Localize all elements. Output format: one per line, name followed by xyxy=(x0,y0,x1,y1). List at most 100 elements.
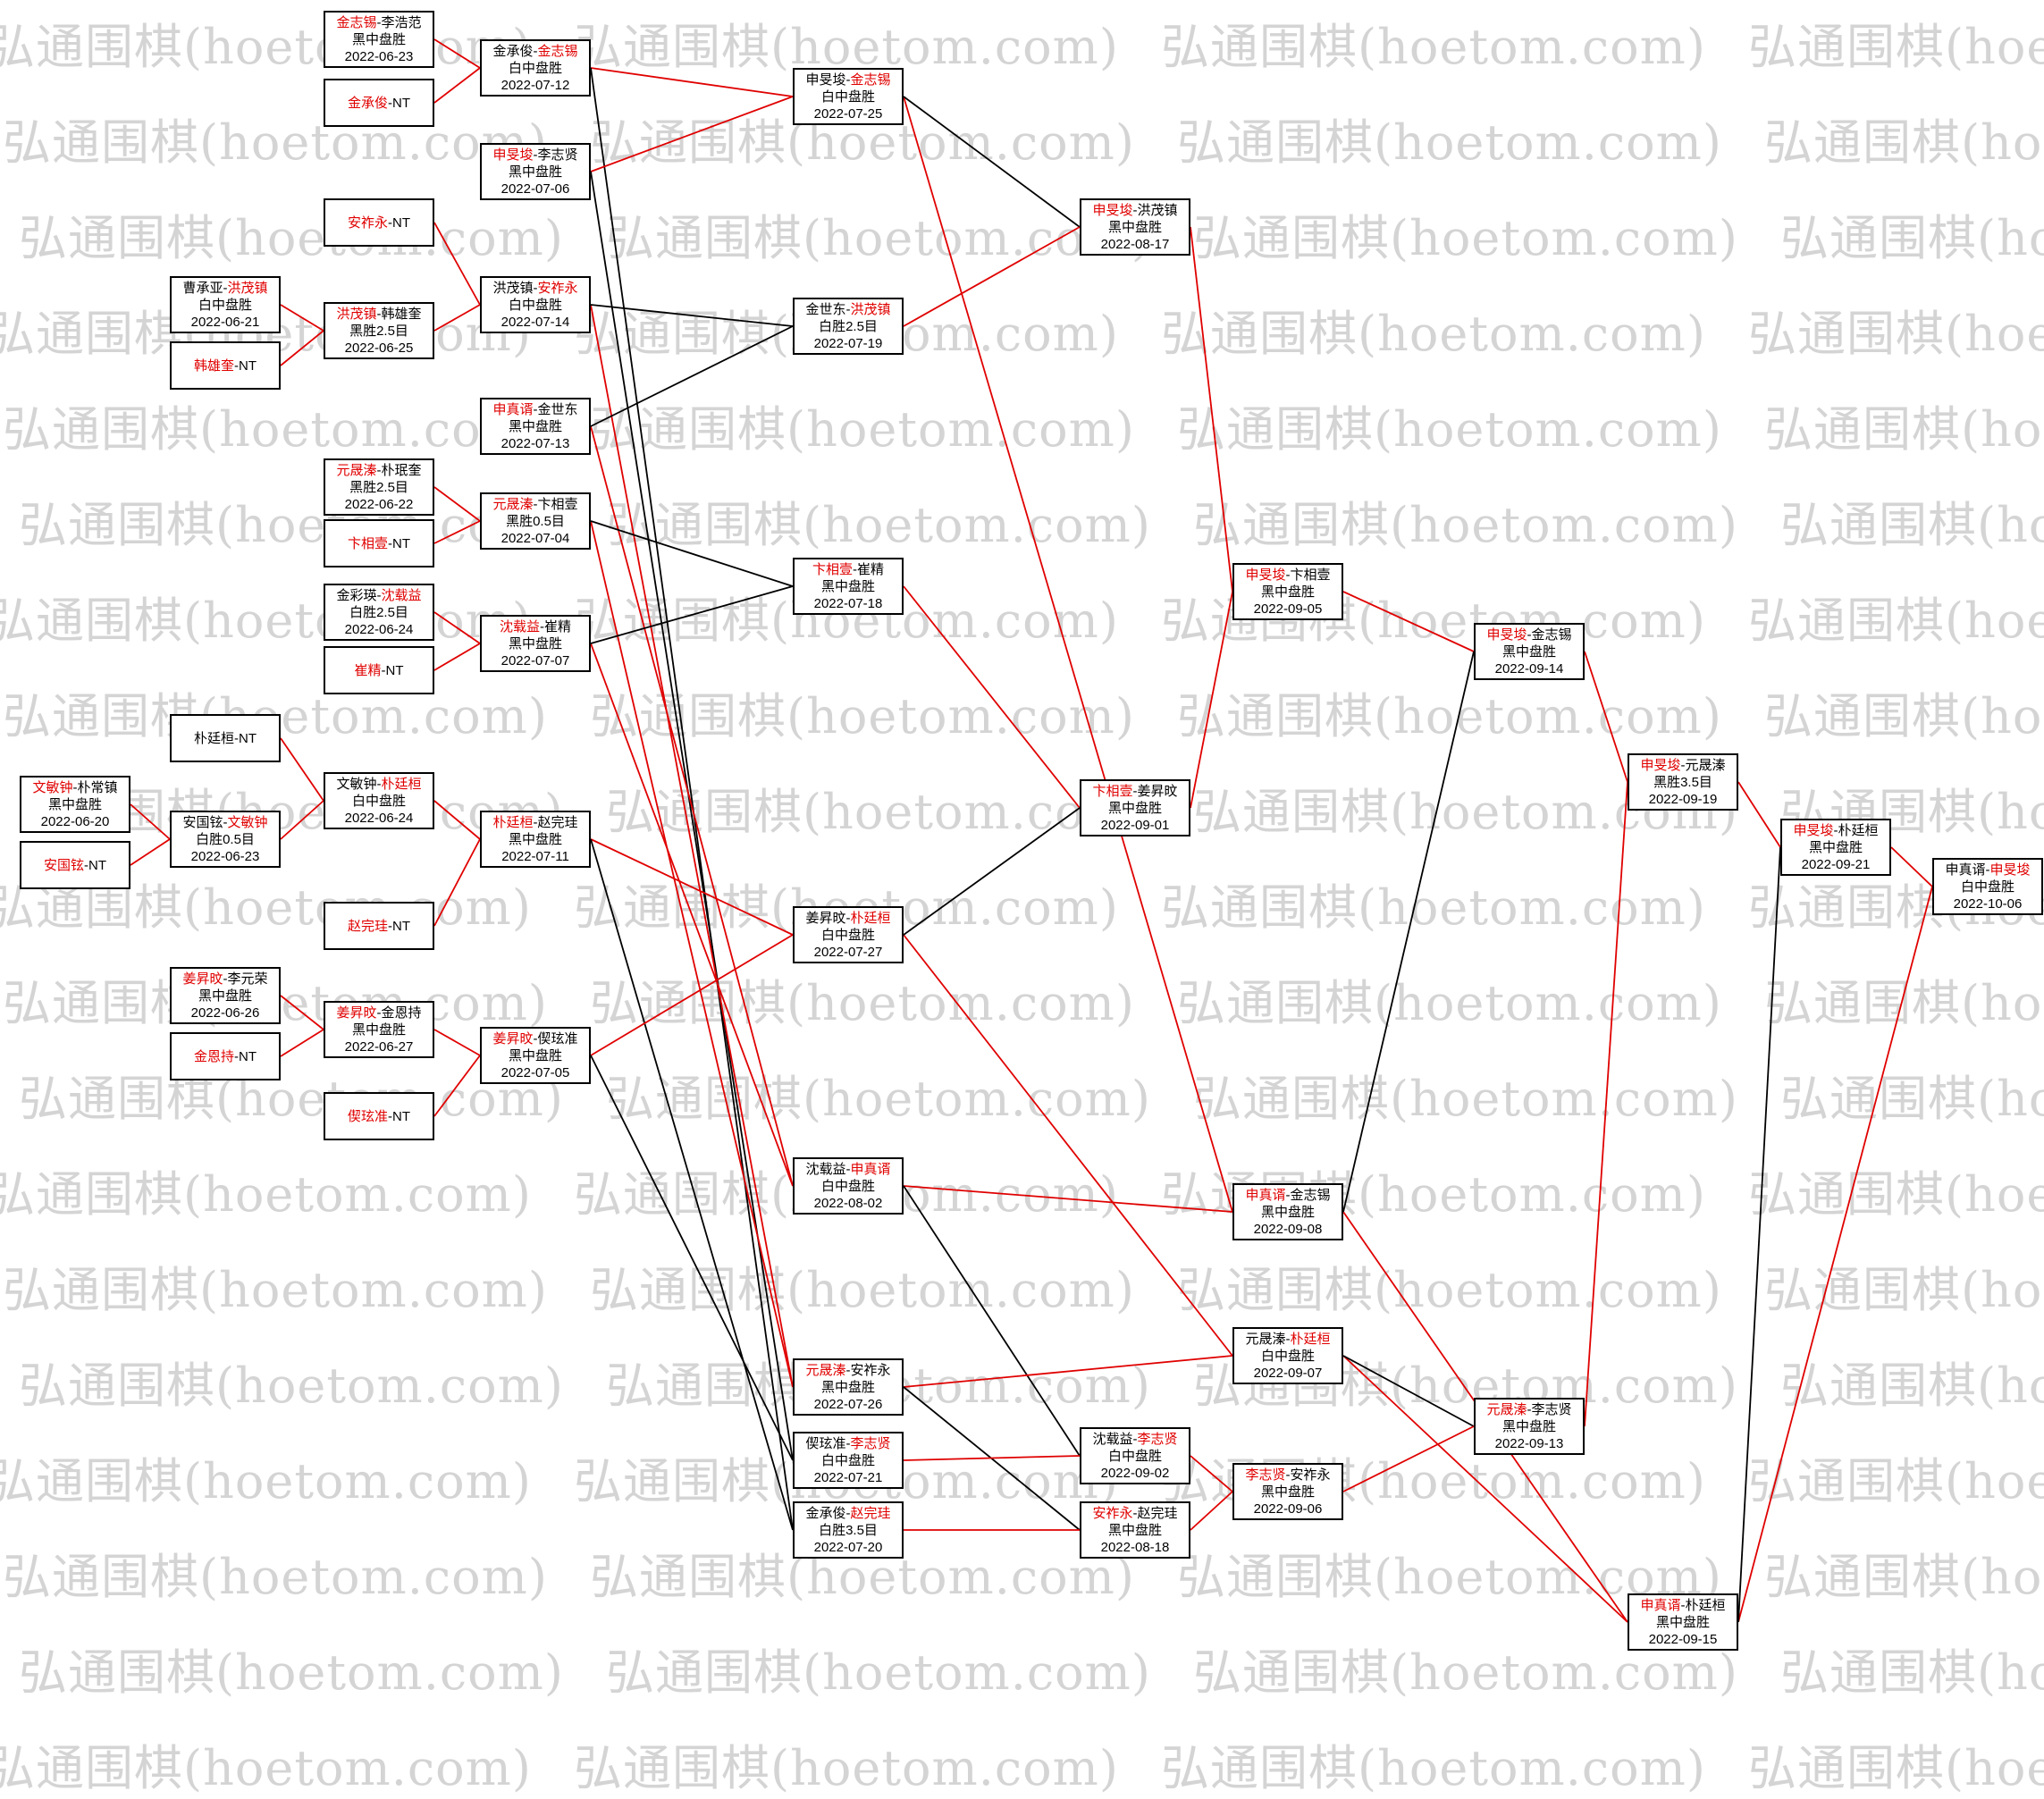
name-separator: - xyxy=(533,1030,538,1047)
player2-name: 金志锡 xyxy=(1290,1187,1331,1203)
match-box[interactable]: 朴廷桓-赵完珪 黑中盘胜 2022-07-11 xyxy=(480,811,591,868)
player2-name: 李元荣 xyxy=(227,971,268,987)
match-result: 黑中盘胜 xyxy=(1808,839,1863,855)
match-box[interactable]: 洪茂镇-韩雄奎 黑胜2.5目 2022-06-25 xyxy=(324,302,434,359)
match-box[interactable]: 金志锡-李浩范 黑中盘胜 2022-06-23 xyxy=(324,11,434,68)
watermark-text: 弘通围棋(hoetom.com) xyxy=(1748,593,2044,649)
match-box[interactable]: 文敏钟-朴常镇 黑中盘胜 2022-06-20 xyxy=(20,776,130,833)
match-box[interactable]: 元晟溱-朴廷桓 白中盘胜 2022-09-07 xyxy=(1232,1327,1343,1384)
name-separator: - xyxy=(845,1435,851,1451)
player1-name: 安国铉 xyxy=(43,857,84,873)
player1-name: 元晟溱 xyxy=(1245,1331,1286,1347)
player2-name: 朴廷桓 xyxy=(381,776,422,792)
players-label: 文敏钟-朴常镇 xyxy=(32,779,117,796)
loser-path-line xyxy=(1342,1355,1475,1427)
match-box[interactable]: 姜昇旼-朴廷桓 白中盘胜 2022-07-27 xyxy=(793,906,904,963)
match-result: 白中盘胜 xyxy=(351,793,406,809)
match-box[interactable]: 申旻埈-金志锡 黑中盘胜 2022-09-14 xyxy=(1474,623,1585,680)
watermark-text: 弘通围棋(hoetom.com) xyxy=(3,1262,548,1318)
loser-path-line xyxy=(1737,846,1781,1623)
match-box[interactable]: 申真谞-金世东 黑中盘胜 2022-07-13 xyxy=(480,398,591,455)
bye-box: 安国铉-NT xyxy=(20,841,130,889)
watermark-text: 弘通围棋(hoetom.com) xyxy=(606,1071,1151,1127)
match-box[interactable]: 元晟溱-朴珉奎 黑胜2.5目 2022-06-22 xyxy=(324,458,434,516)
match-box[interactable]: 元晟溱-卞相壹 黑胜0.5目 2022-07-04 xyxy=(480,492,591,550)
match-box[interactable]: 沈载益-申真谞 白中盘胜 2022-08-02 xyxy=(793,1157,904,1215)
match-box[interactable]: 金承俊-金志锡 白中盘胜 2022-07-12 xyxy=(480,39,591,97)
match-box[interactable]: 申真谞-金志锡 黑中盘胜 2022-09-08 xyxy=(1232,1183,1343,1240)
match-box[interactable]: 安国铉-文敏钟 白胜0.5目 2022-06-23 xyxy=(170,811,281,868)
match-date: 2022-07-05 xyxy=(500,1064,570,1080)
match-result: 黑胜2.5目 xyxy=(349,323,408,339)
match-date: 2022-09-08 xyxy=(1253,1221,1323,1237)
player2-name: NT xyxy=(392,1108,410,1124)
match-box[interactable]: 申旻埈-卞相壹 黑中盘胜 2022-09-05 xyxy=(1232,563,1343,620)
players-label: 金承俊-金志锡 xyxy=(492,43,577,60)
match-box[interactable]: 曹承亚-洪茂镇 白中盘胜 2022-06-21 xyxy=(170,276,281,333)
match-box[interactable]: 金彩瑛-沈载益 白胜2.5目 2022-06-24 xyxy=(324,584,434,641)
loser-path-line xyxy=(903,807,1081,936)
watermark-text: 弘通围棋(hoetom.com) xyxy=(19,1644,564,1701)
winner-path-line xyxy=(903,585,1081,809)
loser-path-line xyxy=(590,585,794,644)
match-result: 白中盘胜 xyxy=(508,297,562,313)
match-result: 白胜2.5目 xyxy=(819,318,878,334)
match-box[interactable]: 卞相壹-姜昇旼 黑中盘胜 2022-09-01 xyxy=(1080,779,1190,836)
bracket-connector-lines xyxy=(130,38,1933,1623)
match-box[interactable]: 金世东-洪茂镇 白胜2.5目 2022-07-19 xyxy=(793,298,904,355)
watermark-text: 弘通围棋(hoetom.com) xyxy=(3,114,548,171)
match-box[interactable]: 元晟溱-李志贤 黑中盘胜 2022-09-13 xyxy=(1474,1398,1585,1455)
match-box[interactable]: 申旻埈-朴廷桓 黑中盘胜 2022-09-21 xyxy=(1780,819,1891,876)
match-box[interactable]: 申旻埈-洪茂镇 黑中盘胜 2022-08-17 xyxy=(1080,198,1190,256)
watermark-text: 弘通围棋(hoetom.com) xyxy=(1193,1644,1738,1701)
match-box[interactable]: 安祚永-赵完珪 黑中盘胜 2022-08-18 xyxy=(1080,1501,1190,1559)
name-separator: - xyxy=(388,918,392,934)
match-box[interactable]: 沈载益-崔精 黑中盘胜 2022-07-07 xyxy=(480,615,591,672)
player2-name: 朴常镇 xyxy=(77,779,118,795)
match-date: 2022-09-05 xyxy=(1253,601,1323,617)
match-box[interactable]: 沈载益-李志贤 白中盘胜 2022-09-02 xyxy=(1080,1427,1190,1484)
match-box[interactable]: 偰玹准-李志贤 白中盘胜 2022-07-21 xyxy=(793,1432,904,1489)
match-result: 白胜0.5目 xyxy=(196,831,255,847)
player1-name: 卞相壹 xyxy=(812,561,853,577)
match-box[interactable]: 申真谞-申旻埈 白中盘胜 2022-10-06 xyxy=(1932,858,2043,915)
match-box[interactable]: 申旻埈-元晟溱 黑胜3.5目 2022-09-19 xyxy=(1628,753,1738,811)
match-box[interactable]: 申真谞-朴廷桓 黑中盘胜 2022-09-15 xyxy=(1628,1593,1738,1651)
name-separator: - xyxy=(376,462,382,478)
match-box[interactable]: 金承俊-赵完珪 白胜3.5目 2022-07-20 xyxy=(793,1501,904,1559)
player1-name: 元晟溱 xyxy=(1486,1401,1527,1417)
match-box[interactable]: 文敏钟-朴廷桓 白中盘胜 2022-06-24 xyxy=(324,772,434,829)
watermark-text: 弘通围棋(hoetom.com) xyxy=(1161,306,1706,362)
bye-box: 金恩持-NT xyxy=(170,1032,281,1080)
player1-name: 申真谞 xyxy=(1945,862,1986,878)
match-box[interactable]: 姜昇旼-李元荣 黑中盘胜 2022-06-26 xyxy=(170,967,281,1024)
winner-path-line xyxy=(130,838,171,866)
watermark-text: 弘通围棋(hoetom.com) xyxy=(1748,306,2044,362)
match-box[interactable]: 李志贤-安祚永 黑中盘胜 2022-09-06 xyxy=(1232,1463,1343,1520)
watermark-text: 弘通围棋(hoetom.com) xyxy=(590,1262,1135,1318)
player2-name: 安祚永 xyxy=(1290,1467,1331,1483)
match-date: 2022-07-19 xyxy=(813,335,883,351)
match-result: 黑中盘胜 xyxy=(1260,1484,1315,1500)
players-label: 申真谞-申旻埈 xyxy=(1945,862,2030,878)
watermark-text: 弘通围棋(hoetom.com) xyxy=(590,975,1135,1031)
winner-path-line xyxy=(433,38,481,69)
match-box[interactable]: 卞相壹-崔精 黑中盘胜 2022-07-18 xyxy=(793,558,904,615)
match-box[interactable]: 元晟溱-安祚永 黑中盘胜 2022-07-26 xyxy=(793,1358,904,1416)
winner-path-line xyxy=(590,96,794,172)
match-box[interactable]: 姜昇旼-偰玹准 黑中盘胜 2022-07-05 xyxy=(480,1027,591,1084)
players-label: 偰玹准-李志贤 xyxy=(805,1435,890,1452)
player1-name: 申旻埈 xyxy=(1092,202,1133,218)
match-result: 黑中盘胜 xyxy=(1260,1204,1315,1220)
winner-path-line xyxy=(433,1055,481,1117)
watermark-text: 弘通围棋(hoetom.com) xyxy=(19,1071,564,1127)
match-box[interactable]: 姜昇旼-金恩持 黑中盘胜 2022-06-27 xyxy=(324,1001,434,1058)
match-box[interactable]: 洪茂镇-安祚永 白中盘胜 2022-07-14 xyxy=(480,276,591,333)
match-box[interactable]: 申旻埈-金志锡 白中盘胜 2022-07-25 xyxy=(793,68,904,125)
player2-name: NT xyxy=(392,918,410,934)
winner-path-line xyxy=(280,304,324,332)
players-label: 朴廷桓-赵完珪 xyxy=(492,814,577,831)
player1-name: 申旻埈 xyxy=(1245,567,1286,583)
match-box[interactable]: 申旻埈-李志贤 黑中盘胜 2022-07-06 xyxy=(480,143,591,200)
player2-name: 金恩持 xyxy=(381,1005,422,1021)
